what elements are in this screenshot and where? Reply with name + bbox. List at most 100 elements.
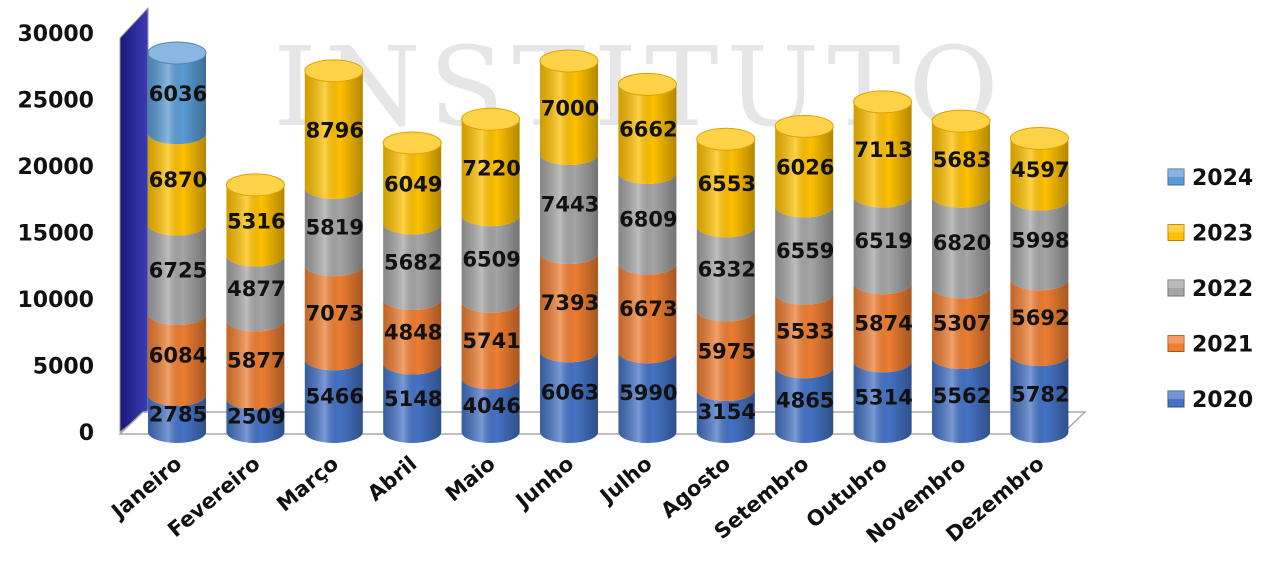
data-label: 7073 bbox=[306, 301, 364, 325]
x-tick-label: Julho bbox=[594, 451, 656, 509]
data-label: 6026 bbox=[776, 155, 834, 179]
bar-segment-shading bbox=[853, 283, 912, 373]
bar-segment-shading bbox=[461, 119, 520, 227]
data-label: 6673 bbox=[619, 297, 677, 321]
bar-segment-shading bbox=[775, 367, 834, 443]
bar-segment-shading bbox=[304, 359, 363, 443]
data-label: 6332 bbox=[698, 257, 756, 281]
bar-segment-shading bbox=[932, 287, 990, 370]
x-tick-label: Agosto bbox=[656, 451, 735, 523]
bar-segment-shading bbox=[148, 133, 206, 236]
bar-segment-shading bbox=[226, 184, 285, 267]
x-tick-label: Maio bbox=[441, 451, 500, 506]
legend-label: 2022 bbox=[1192, 277, 1253, 302]
bar-segment-shading bbox=[1010, 355, 1069, 443]
data-label: 5990 bbox=[619, 381, 677, 405]
data-label: 5683 bbox=[933, 148, 991, 172]
bar-segment-shading bbox=[618, 173, 677, 275]
bar-segment-shading bbox=[1010, 138, 1069, 211]
bar-segment-shading bbox=[540, 351, 598, 443]
data-label: 6063 bbox=[541, 381, 599, 405]
bar-segment-shading bbox=[461, 215, 520, 313]
data-label: 2785 bbox=[149, 402, 207, 426]
data-label: 4865 bbox=[776, 389, 834, 413]
data-label: 5562 bbox=[933, 384, 991, 408]
legend-label: 2020 bbox=[1192, 388, 1253, 413]
data-label: 5466 bbox=[306, 385, 364, 409]
legend-label: 2021 bbox=[1192, 333, 1253, 358]
legend-swatch-highlight bbox=[1168, 224, 1184, 233]
bar-segment-shading bbox=[696, 226, 755, 322]
bar-segment-shading bbox=[853, 101, 912, 208]
bar-top-cap bbox=[382, 131, 442, 155]
legend-swatch-highlight bbox=[1168, 169, 1184, 177]
data-label: 6049 bbox=[384, 172, 442, 196]
data-label: 6509 bbox=[462, 248, 520, 272]
data-label: 5741 bbox=[462, 329, 520, 353]
bar-segment-shading bbox=[226, 320, 285, 410]
data-label: 4597 bbox=[1011, 158, 1069, 182]
bar-segment-shading bbox=[853, 196, 912, 295]
data-label: 6519 bbox=[854, 229, 912, 253]
bar-segment-shading bbox=[1010, 199, 1069, 291]
bar-segment-shading bbox=[775, 206, 834, 305]
bar-segment-shading bbox=[618, 352, 677, 443]
data-label: 5307 bbox=[933, 312, 991, 336]
legend-swatch bbox=[1167, 335, 1185, 352]
y-tick-label: 15000 bbox=[17, 222, 94, 247]
bar-segment-shading bbox=[304, 187, 363, 277]
bar-segment-shading bbox=[853, 361, 912, 443]
bar-top-cap bbox=[147, 41, 207, 65]
data-label: 6084 bbox=[149, 344, 207, 368]
bar-top-cap bbox=[461, 107, 521, 131]
bar-top-cap bbox=[617, 72, 677, 96]
y-tick-label: 20000 bbox=[17, 155, 94, 180]
bar-segment-shading bbox=[540, 154, 598, 265]
bar-segment-shading bbox=[618, 263, 677, 364]
bar-segment-shading bbox=[383, 143, 442, 235]
data-label: 5682 bbox=[384, 250, 442, 274]
data-label: 5148 bbox=[384, 387, 442, 411]
legend-swatch-highlight bbox=[1168, 280, 1184, 288]
data-label: 6725 bbox=[149, 258, 207, 282]
data-label: 6036 bbox=[149, 82, 207, 106]
data-label: 7113 bbox=[854, 138, 912, 162]
data-label: 6662 bbox=[619, 118, 677, 142]
x-tick-label: Abril bbox=[363, 451, 421, 505]
data-label: 5533 bbox=[776, 320, 834, 344]
data-label: 5316 bbox=[227, 209, 285, 233]
y-tick-label: 5000 bbox=[33, 355, 94, 380]
bar-segment-shading bbox=[461, 301, 520, 390]
bar-segment-shading bbox=[148, 314, 206, 406]
data-label: 4046 bbox=[462, 394, 520, 418]
legend-label: 2024 bbox=[1192, 166, 1253, 191]
data-label: 2509 bbox=[227, 404, 285, 428]
bar-top-cap bbox=[774, 114, 834, 138]
bar-segment-shading bbox=[932, 358, 990, 443]
legend-label: 2023 bbox=[1192, 222, 1253, 247]
bar-top-cap bbox=[225, 173, 285, 197]
bar-segment-shading bbox=[383, 363, 442, 443]
bar-top-cap bbox=[853, 90, 913, 114]
data-label: 8796 bbox=[306, 118, 364, 142]
y-tick-label: 10000 bbox=[17, 288, 94, 313]
legend-swatch bbox=[1167, 224, 1185, 241]
data-label: 6809 bbox=[619, 207, 677, 231]
data-label: 5874 bbox=[854, 311, 912, 335]
data-label: 6559 bbox=[776, 239, 834, 263]
bar-segment-shading bbox=[304, 265, 363, 371]
data-label: 5314 bbox=[854, 386, 912, 410]
bar-segment-shading bbox=[461, 378, 520, 443]
data-label: 7393 bbox=[541, 291, 599, 315]
data-label: 3154 bbox=[698, 400, 756, 424]
data-label: 4848 bbox=[384, 320, 442, 344]
bar-segment-shading bbox=[226, 398, 285, 443]
legend-swatch bbox=[1167, 279, 1185, 297]
bar-segment-shading bbox=[148, 52, 206, 145]
bar-segment-shading bbox=[696, 390, 755, 443]
bar-top-cap bbox=[304, 59, 364, 83]
bar-top-cap bbox=[931, 109, 991, 133]
data-label: 4877 bbox=[227, 277, 285, 301]
bar-segment-shading bbox=[383, 299, 442, 375]
bar-segment-shading bbox=[304, 70, 363, 199]
